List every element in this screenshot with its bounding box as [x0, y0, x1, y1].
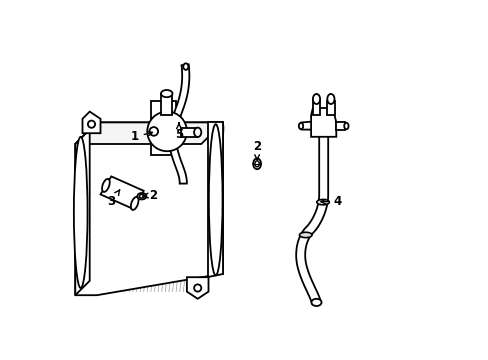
- Polygon shape: [151, 101, 176, 155]
- Ellipse shape: [102, 179, 109, 192]
- Polygon shape: [169, 64, 189, 184]
- Ellipse shape: [131, 197, 138, 210]
- Ellipse shape: [316, 199, 329, 205]
- Ellipse shape: [298, 123, 303, 129]
- Text: 3: 3: [107, 190, 120, 208]
- Polygon shape: [75, 122, 223, 295]
- Circle shape: [194, 284, 201, 292]
- Ellipse shape: [311, 299, 321, 306]
- Ellipse shape: [312, 94, 320, 104]
- Ellipse shape: [194, 128, 201, 137]
- Ellipse shape: [161, 90, 172, 97]
- Polygon shape: [82, 112, 101, 133]
- Polygon shape: [208, 122, 223, 277]
- Polygon shape: [326, 101, 334, 115]
- Polygon shape: [296, 130, 327, 304]
- Text: 4: 4: [320, 195, 341, 208]
- Polygon shape: [181, 128, 197, 137]
- Ellipse shape: [344, 123, 348, 129]
- Circle shape: [88, 121, 95, 128]
- Ellipse shape: [253, 158, 261, 169]
- Circle shape: [149, 127, 158, 136]
- Polygon shape: [161, 94, 172, 115]
- Ellipse shape: [183, 63, 188, 70]
- Ellipse shape: [137, 193, 146, 199]
- Text: 1: 1: [130, 130, 152, 143]
- Ellipse shape: [326, 94, 334, 104]
- Ellipse shape: [299, 232, 311, 238]
- Text: 5: 5: [175, 123, 183, 141]
- Polygon shape: [75, 122, 223, 144]
- Text: 2: 2: [252, 140, 261, 159]
- Polygon shape: [101, 176, 143, 209]
- Polygon shape: [302, 122, 310, 130]
- Text: 2: 2: [142, 189, 157, 202]
- Ellipse shape: [208, 124, 222, 275]
- Polygon shape: [312, 101, 320, 115]
- Polygon shape: [186, 277, 208, 299]
- Ellipse shape: [139, 194, 144, 198]
- Polygon shape: [336, 122, 345, 130]
- Ellipse shape: [254, 161, 259, 167]
- Polygon shape: [310, 108, 336, 137]
- Ellipse shape: [147, 112, 186, 151]
- Ellipse shape: [74, 137, 87, 288]
- Polygon shape: [75, 130, 89, 295]
